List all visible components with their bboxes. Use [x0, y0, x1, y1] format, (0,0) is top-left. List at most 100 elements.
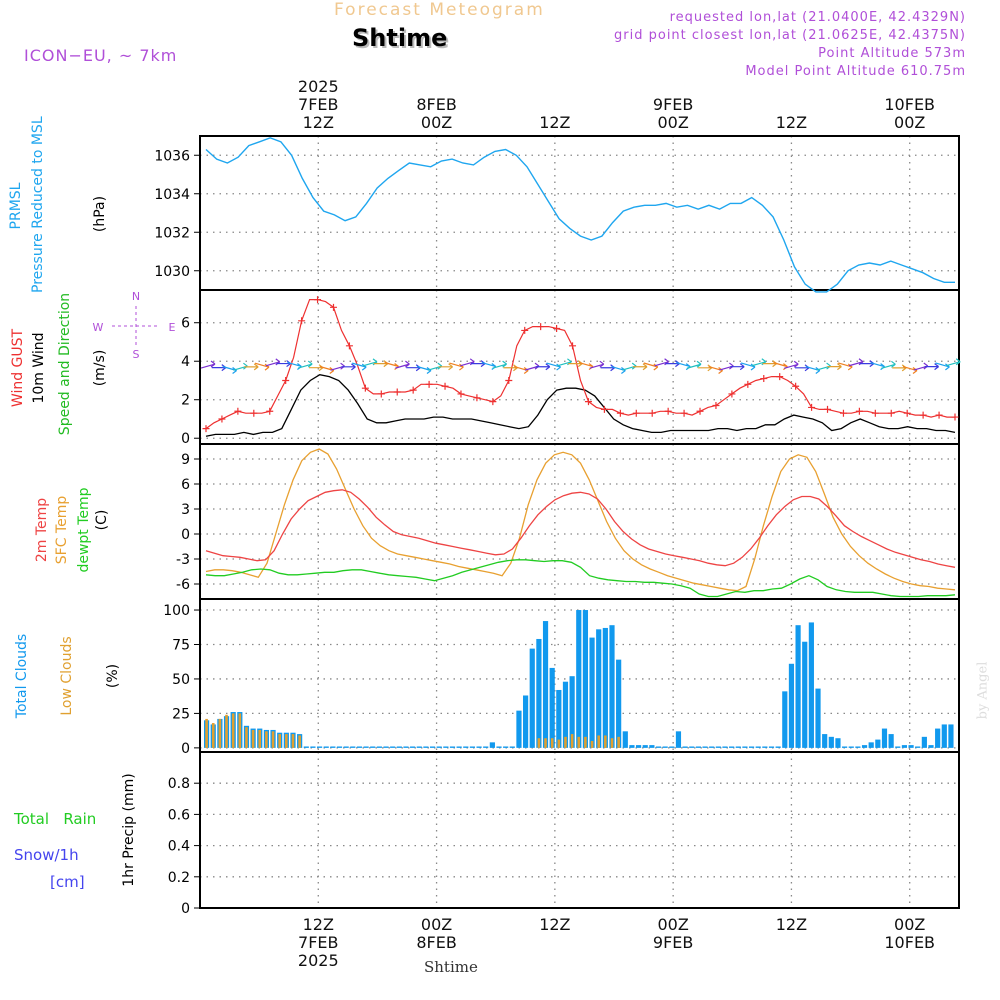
- total-clouds-bar: [556, 689, 562, 748]
- total-clouds-bar: [596, 629, 602, 748]
- wind-gust-marker: [648, 409, 656, 417]
- total-clouds-bar: [768, 746, 775, 748]
- total-clouds-bar: [788, 663, 795, 748]
- top-time-label: 00Z: [421, 113, 452, 132]
- wind-gust-marker: [951, 413, 959, 421]
- wind-gust-marker: [776, 373, 784, 381]
- total-clouds-bar: [848, 746, 854, 748]
- total-clouds-bar: [689, 746, 695, 748]
- total-clouds-bar: [908, 745, 914, 748]
- rain-label: Total Rain: [14, 810, 97, 828]
- low-clouds-bar: [231, 713, 235, 748]
- total-clouds-bar: [868, 742, 874, 748]
- total-clouds-bar: [336, 746, 343, 748]
- wind-gust-marker: [616, 409, 624, 417]
- wind-gust-marker: [808, 403, 816, 411]
- wind-gust-marker: [680, 409, 688, 417]
- total-clouds-bar: [695, 746, 701, 748]
- top-time-label: 00Z: [657, 113, 688, 132]
- y-tick-label: 25: [172, 706, 190, 722]
- low-clouds-bar: [597, 735, 601, 748]
- bottom-time-label: 00Z: [894, 915, 925, 934]
- y-tick-label: 100: [163, 603, 190, 619]
- y-tick-label: 1032: [154, 225, 190, 241]
- low-clouds-bar: [584, 736, 587, 748]
- total-clouds-bar: [948, 724, 954, 748]
- wind-direction-arrow: [265, 358, 281, 367]
- panel-frame: [199, 751, 960, 909]
- top-time-label: 12Z: [303, 113, 334, 132]
- bottom-time-label: 12Z: [539, 915, 570, 934]
- wind-gust-marker: [441, 382, 449, 390]
- total-clouds-bar: [343, 746, 349, 748]
- y-tick-label: 0.4: [168, 839, 190, 855]
- requested-coords: requested lon,lat (21.0400E, 42.4329N): [669, 10, 966, 25]
- total-clouds-bar: [476, 746, 482, 748]
- total-clouds-bar: [629, 745, 635, 748]
- total-clouds-bar: [802, 641, 808, 748]
- wind-direction-arrow: [589, 360, 605, 369]
- low-clouds-bar: [278, 734, 281, 748]
- wind-direction-arrow: [298, 360, 313, 369]
- total-clouds-bar: [350, 746, 356, 748]
- y-tick-label: 0.8: [168, 776, 190, 792]
- wind-direction-arrow: [946, 358, 961, 367]
- total-clouds-bar: [429, 746, 436, 748]
- total-clouds-bar: [576, 610, 582, 748]
- total-clouds-bar: [569, 676, 575, 748]
- wind-direction-arrow: [686, 360, 702, 369]
- y-tick-label: 1036: [154, 148, 190, 164]
- wind-direction-arrow: [881, 360, 896, 369]
- wind-gust-marker: [473, 394, 481, 402]
- total-clouds-bar: [456, 746, 462, 748]
- low-clouds-bar: [550, 738, 554, 748]
- point-altitude: Point Altitude 573m: [818, 46, 966, 61]
- model-altitude: Model Point Altitude 610.75m: [745, 64, 966, 79]
- total-clouds-bar: [609, 625, 615, 748]
- total-clouds-bar: [642, 745, 648, 748]
- total-clouds-bar: [808, 622, 814, 748]
- wind-direction-arrow: [395, 360, 410, 369]
- bottom-time-label: 00Z: [657, 915, 688, 934]
- total-clouds-bar: [316, 746, 323, 748]
- compass-cross: [112, 306, 160, 346]
- total-clouds-bar: [330, 746, 336, 748]
- total-clouds-bar: [682, 746, 688, 748]
- bottom-time-label: 7FEB: [298, 933, 338, 952]
- total-clouds-bar: [463, 746, 469, 748]
- y-tick-label: 0: [181, 741, 190, 757]
- total-clouds-bar: [622, 731, 628, 748]
- wind-gust-marker: [345, 342, 353, 350]
- y-tick-label: 75: [172, 637, 190, 653]
- y-tick-label: 0.2: [168, 870, 190, 886]
- total-clouds-bar: [735, 746, 741, 748]
- low-clouds-bar: [271, 731, 275, 748]
- low-clouds-bar: [570, 734, 574, 748]
- total-clouds-bar: [901, 745, 908, 748]
- total-clouds-bar: [715, 746, 721, 748]
- panel-frame: [199, 289, 960, 445]
- total-clouds-bar: [762, 746, 768, 748]
- total-clouds-bar: [941, 724, 947, 748]
- wind-gust-marker: [409, 386, 417, 394]
- top-time-label: 7FEB: [298, 95, 338, 114]
- wind-direction-arrow: [535, 363, 551, 371]
- wind-gust-marker: [314, 296, 322, 304]
- wind-direction-arrow: [438, 363, 453, 371]
- wind-gust-marker: [329, 303, 337, 311]
- total-clouds-bar: [323, 746, 329, 748]
- total-clouds-bar: [449, 746, 456, 748]
- total-clouds-bar: [436, 746, 442, 748]
- low-clouds-bar: [577, 736, 581, 748]
- wind-gust-marker: [664, 407, 672, 415]
- low-clouds-bar: [225, 714, 228, 748]
- total-clouds-bar: [356, 746, 363, 748]
- compass-e: E: [169, 321, 176, 334]
- total-clouds-bar: [895, 746, 901, 748]
- wind-gust-marker: [505, 376, 513, 384]
- wind-gust-marker: [919, 411, 927, 419]
- total-clouds-bar: [516, 710, 522, 748]
- low-clouds-bar: [617, 736, 620, 748]
- y-tick-label: 4: [181, 354, 190, 370]
